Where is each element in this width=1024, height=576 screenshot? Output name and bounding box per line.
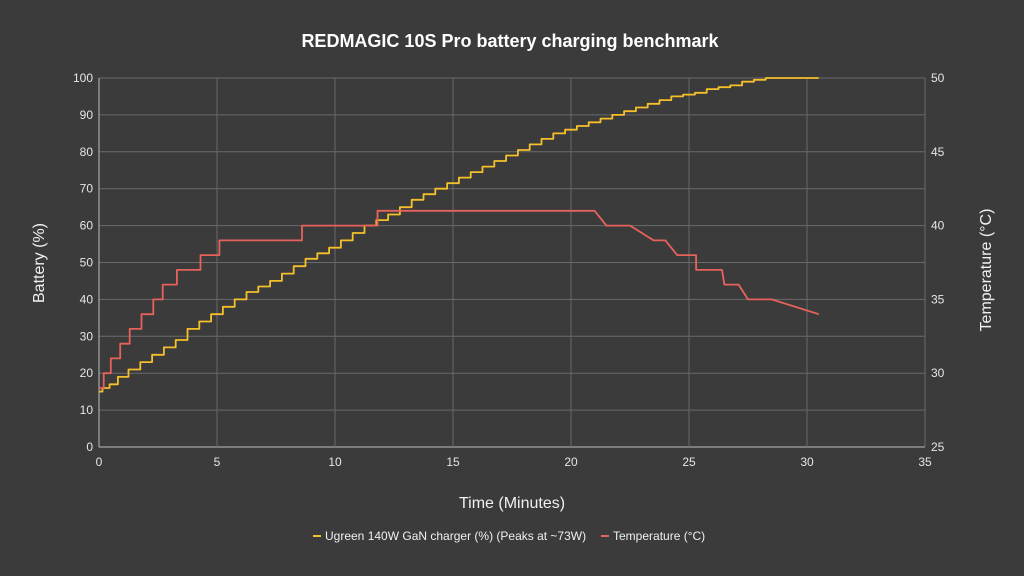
legend-label: Temperature (°C) <box>613 529 705 543</box>
y-tick-label: 0 <box>86 440 93 454</box>
battery-line <box>99 77 819 393</box>
legend-label: Ugreen 140W GaN charger (%) (Peaks at ~7… <box>325 529 586 543</box>
y-tick-label: 10 <box>80 403 94 417</box>
x-tick-label: 10 <box>328 455 342 469</box>
y-tick-label: 100 <box>73 71 93 85</box>
y2-axis-title: Temperature (°C) <box>978 209 995 332</box>
y-tick-label: 60 <box>80 219 94 233</box>
x-tick-label: 20 <box>564 455 578 469</box>
y-axis-title: Battery (%) <box>31 223 48 303</box>
x-tick-label: 35 <box>918 455 932 469</box>
x-tick-label: 30 <box>800 455 814 469</box>
series-lines <box>99 77 820 393</box>
y-tick-label: 80 <box>80 145 94 159</box>
y2-tick-label: 50 <box>931 71 945 85</box>
y-tick-label: 50 <box>80 256 94 270</box>
y2-tick-label: 30 <box>931 366 945 380</box>
temperature-line <box>99 209 820 389</box>
y2-tick-label: 40 <box>931 219 945 233</box>
chart-title: REDMAGIC 10S Pro battery charging benchm… <box>301 31 719 51</box>
y-tick-label: 90 <box>80 108 94 122</box>
y2-tick-label: 45 <box>931 145 945 159</box>
x-tick-label: 0 <box>96 455 103 469</box>
y2-tick-label: 25 <box>931 440 945 454</box>
y2-tick-label: 35 <box>931 292 945 306</box>
grid <box>98 77 926 448</box>
x-tick-label: 15 <box>446 455 460 469</box>
y-tick-label: 20 <box>80 366 94 380</box>
y-tick-label: 30 <box>80 329 94 343</box>
y-tick-label: 70 <box>80 182 94 196</box>
x-tick-label: 5 <box>214 455 221 469</box>
x-axis-title: Time (Minutes) <box>459 495 565 512</box>
y-tick-label: 40 <box>80 292 94 306</box>
x-tick-label: 25 <box>682 455 696 469</box>
legend: Ugreen 140W GaN charger (%) (Peaks at ~7… <box>313 529 705 543</box>
